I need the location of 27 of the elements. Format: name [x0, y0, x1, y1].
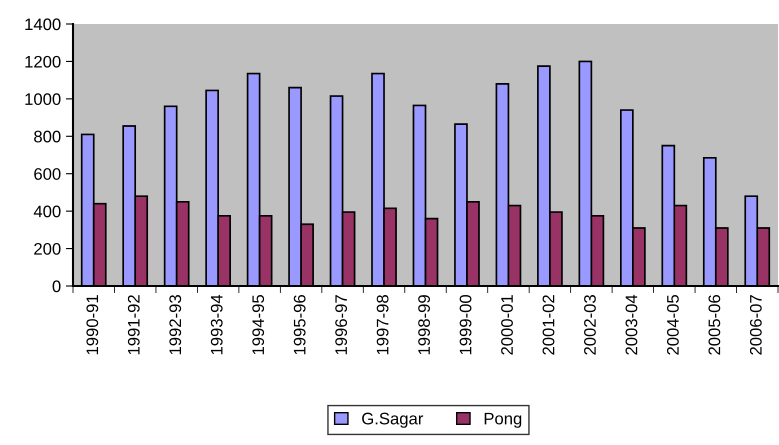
x-tick-label: 1995-96 — [294, 295, 306, 354]
y-tick-label: 800 — [34, 130, 61, 142]
x-tick-label: 1990-91 — [86, 295, 98, 354]
x-tick-label: 2003-04 — [626, 294, 638, 355]
y-tick-label: 200 — [34, 242, 61, 255]
x-tick-label: 2004-05 — [666, 295, 679, 355]
x-tick-label: 1994-95 — [252, 295, 264, 354]
x-tick-label: 1992-93 — [169, 295, 182, 354]
y-tick-label: 1200 — [25, 56, 61, 68]
x-tick-label: 2001-02 — [542, 295, 554, 355]
x-tick-label: 2005-06 — [708, 295, 720, 355]
legend-label: G.Sagar — [362, 412, 424, 428]
x-tick-label: 1998-99 — [418, 295, 430, 354]
x-tick-label: 1996-97 — [335, 295, 348, 354]
y-tick-label: 400 — [34, 206, 61, 218]
x-tick-label: 2002-03 — [584, 295, 596, 355]
y-tick-label: 1400 — [25, 18, 61, 30]
x-tick-label: 2000-01 — [501, 295, 513, 355]
x-tick-label: 1999-00 — [460, 294, 472, 354]
x-tick-label: 1997-98 — [376, 295, 389, 354]
x-tick-label: 2006-07 — [750, 295, 762, 355]
y-tick-label: 600 — [34, 168, 61, 180]
x-tick-label: 1993-94 — [210, 294, 223, 354]
y-tick-label: 0 — [52, 280, 61, 292]
y-tick-label: 1000 — [25, 93, 61, 106]
x-tick-label: 1991-92 — [128, 295, 140, 354]
legend-label: Pong — [484, 412, 522, 428]
